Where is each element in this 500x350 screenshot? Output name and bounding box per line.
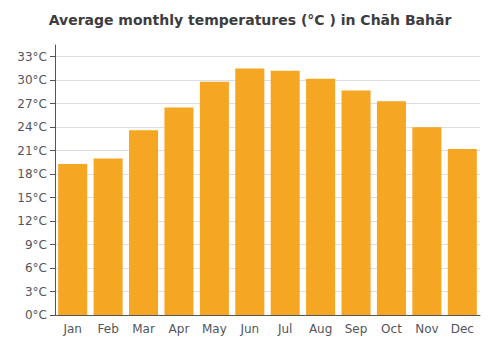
svg-text:21°C: 21°C bbox=[17, 144, 47, 158]
svg-text:May: May bbox=[202, 322, 227, 336]
svg-text:Nov: Nov bbox=[415, 322, 438, 336]
svg-text:Feb: Feb bbox=[98, 322, 119, 336]
svg-text:3°C: 3°C bbox=[25, 285, 47, 299]
svg-text:Oct: Oct bbox=[381, 322, 402, 336]
svg-text:Jul: Jul bbox=[277, 322, 292, 336]
svg-text:Dec: Dec bbox=[451, 322, 474, 336]
svg-text:9°C: 9°C bbox=[25, 238, 47, 252]
svg-text:Sep: Sep bbox=[345, 322, 368, 336]
svg-text:Mar: Mar bbox=[132, 322, 155, 336]
svg-text:18°C: 18°C bbox=[17, 167, 47, 181]
svg-text:15°C: 15°C bbox=[17, 191, 47, 205]
svg-text:12°C: 12°C bbox=[17, 214, 47, 228]
svg-text:30°C: 30°C bbox=[17, 73, 47, 87]
svg-text:Jun: Jun bbox=[239, 322, 259, 336]
svg-text:Aug: Aug bbox=[309, 322, 332, 336]
svg-text:24°C: 24°C bbox=[17, 120, 47, 134]
svg-text:Jan: Jan bbox=[62, 322, 82, 336]
svg-text:6°C: 6°C bbox=[25, 261, 47, 275]
svg-text:0°C: 0°C bbox=[25, 308, 47, 322]
svg-text:33°C: 33°C bbox=[17, 50, 47, 64]
svg-text:27°C: 27°C bbox=[17, 97, 47, 111]
svg-text:Apr: Apr bbox=[169, 322, 190, 336]
svg-text:Average monthly temperatures (: Average monthly temperatures (°C ) in Ch… bbox=[49, 12, 452, 28]
